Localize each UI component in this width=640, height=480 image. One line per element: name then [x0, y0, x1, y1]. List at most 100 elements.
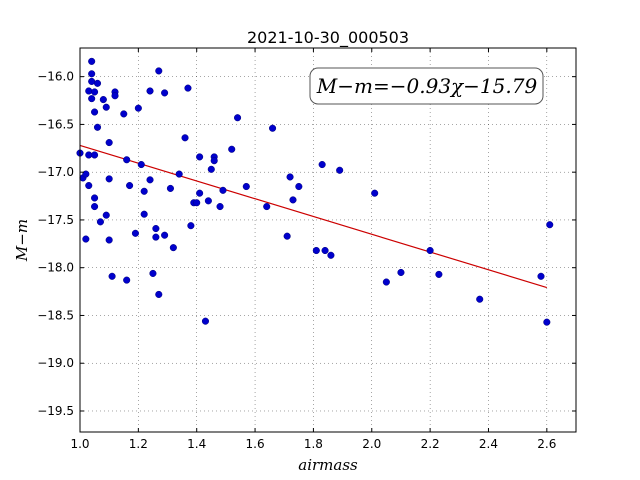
x-tick-label: 2.0	[362, 437, 381, 451]
x-tick-label: 1.6	[246, 437, 265, 451]
y-axis-label: M−m	[13, 219, 31, 262]
data-point	[152, 233, 160, 241]
data-point	[426, 246, 434, 255]
y-tick-label: −18.5	[37, 308, 74, 322]
fit-annotation-box	[309, 67, 544, 105]
y-axis-ticks: −16.0 −16.5 −17.0 −17.5 −18.0 −18.5 −19.0 −19.5	[37, 70, 576, 418]
data-point	[126, 182, 134, 190]
data-point	[105, 175, 113, 183]
data-points	[76, 57, 554, 326]
data-point	[537, 272, 545, 280]
data-point	[397, 268, 405, 277]
data-point	[123, 156, 131, 164]
data-point	[263, 203, 271, 211]
data-point	[108, 272, 116, 280]
data-point	[102, 103, 110, 111]
data-point	[88, 57, 96, 65]
data-point	[155, 67, 163, 75]
data-point	[204, 197, 212, 205]
data-point	[93, 79, 102, 87]
x-tick-label: 2.2	[421, 437, 440, 451]
data-point	[105, 236, 113, 244]
x-tick-label: 1.4	[187, 437, 206, 451]
data-point	[382, 278, 390, 286]
y-tick-label: −16.0	[37, 70, 74, 84]
data-point	[228, 145, 236, 153]
data-point	[169, 244, 177, 252]
data-point	[123, 276, 131, 284]
data-point	[91, 88, 99, 96]
data-point	[85, 182, 93, 190]
data-point	[166, 184, 174, 192]
data-point	[82, 235, 90, 243]
data-point	[327, 251, 335, 259]
data-point	[91, 203, 99, 211]
data-point	[82, 170, 90, 178]
y-tick-label: −19.5	[37, 404, 74, 418]
data-point	[102, 211, 110, 219]
data-point	[161, 231, 169, 239]
data-point	[175, 170, 183, 178]
data-point	[242, 182, 250, 191]
data-point	[184, 84, 192, 92]
data-point	[207, 165, 215, 173]
data-point	[131, 229, 139, 237]
data-point	[187, 222, 195, 230]
data-point	[321, 246, 329, 255]
data-point	[91, 108, 99, 116]
data-point	[146, 87, 154, 95]
plot-frame	[79, 47, 577, 433]
data-point	[295, 182, 303, 191]
x-tick-label: 1.0	[70, 437, 89, 451]
x-axis-label: airmass	[298, 456, 358, 474]
y-tick-label: −17.0	[37, 165, 74, 179]
data-point	[161, 89, 169, 97]
fit-annotation: M−m=−0.93χ−15.79	[309, 67, 544, 105]
data-point	[234, 114, 242, 122]
fit-annotation-text: M−m=−0.93χ−15.79	[316, 74, 538, 98]
data-point	[196, 153, 204, 161]
data-point	[201, 317, 210, 325]
data-point	[91, 194, 99, 202]
data-point	[476, 295, 484, 303]
data-point	[546, 221, 554, 229]
fit-line	[79, 144, 547, 289]
y-tick-label: −16.5	[37, 117, 74, 131]
x-tick-label: 1.8	[304, 437, 323, 451]
data-point	[91, 151, 99, 159]
data-point	[152, 224, 160, 233]
data-point	[96, 218, 104, 226]
data-point	[155, 290, 163, 298]
data-point	[88, 70, 96, 78]
data-point	[371, 189, 379, 197]
x-tick-label: 1.2	[129, 437, 148, 451]
data-point	[120, 110, 128, 118]
data-point	[99, 96, 107, 104]
data-point	[140, 187, 148, 195]
data-point	[140, 210, 148, 218]
data-point	[196, 189, 204, 197]
data-point	[105, 139, 113, 147]
x-tick-label: 2.4	[479, 437, 498, 451]
grid	[79, 48, 576, 432]
data-point	[289, 196, 297, 204]
data-point	[149, 269, 157, 277]
data-point	[146, 176, 154, 184]
data-point	[543, 318, 551, 326]
data-point	[336, 166, 344, 174]
data-point	[435, 270, 443, 278]
data-point	[312, 246, 320, 255]
data-point	[210, 157, 218, 165]
x-axis-ticks: 1.0 1.2 1.4 1.6 1.8 2.0 2.2 2.4 2.6	[70, 48, 556, 451]
data-point	[193, 199, 201, 207]
data-point	[111, 92, 119, 100]
data-point	[216, 203, 224, 211]
y-tick-label: −17.5	[37, 213, 74, 227]
data-point	[137, 160, 145, 169]
data-point	[283, 232, 291, 240]
data-point	[85, 87, 93, 95]
chart-title: 2021-10-30_000503	[247, 28, 409, 48]
data-point	[88, 95, 96, 103]
data-point	[269, 124, 277, 132]
